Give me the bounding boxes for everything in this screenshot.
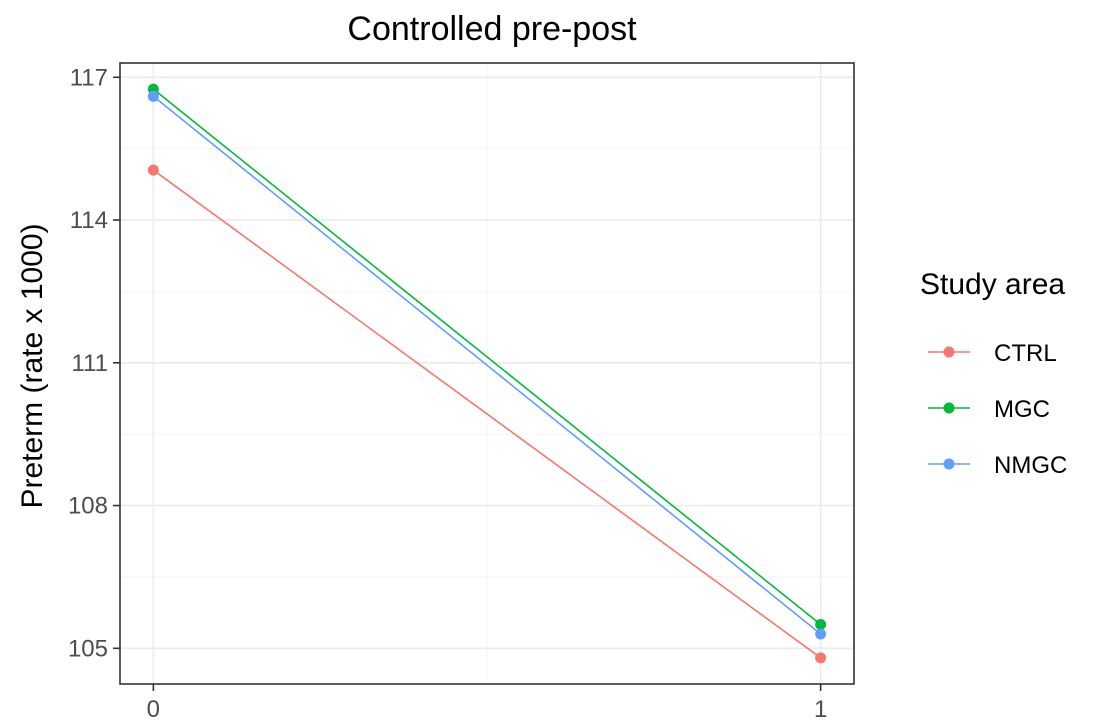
data-point-ctrl: [815, 652, 827, 664]
y-axis-label: Preterm (rate x 1000): [16, 223, 49, 508]
legend-title: Study area: [920, 268, 1065, 301]
data-point-nmgc: [815, 628, 827, 640]
series-line-nmgc: [152, 95, 822, 635]
y-tick-label: 111: [72, 350, 108, 377]
legend: Study area CTRL MGC NMGC: [920, 268, 1067, 479]
legend-key-point-mgc: [943, 402, 955, 414]
axes: 105 108 111 114 117 0 1: [68, 64, 827, 723]
legend-label-ctrl: CTRL: [994, 340, 1057, 367]
data-point-nmgc: [147, 90, 159, 102]
legend-label-nmgc: NMGC: [994, 452, 1067, 479]
series-line-mgc: [152, 88, 822, 626]
data-point-ctrl: [147, 164, 159, 176]
chart-title: Controlled pre-post: [347, 10, 637, 48]
y-tick-label: 105: [68, 635, 108, 662]
y-tick-label: 117: [70, 64, 108, 91]
legend-label-mgc: MGC: [994, 396, 1050, 423]
data-point-mgc: [815, 619, 827, 631]
x-tick-label: 0: [147, 696, 160, 723]
series-line-ctrl: [152, 169, 822, 659]
legend-key-point-nmgc: [943, 458, 955, 470]
series-lines: [147, 83, 827, 664]
y-tick-label: 108: [68, 493, 108, 520]
x-tick-label: 1: [814, 696, 827, 723]
legend-key-point-ctrl: [943, 346, 955, 358]
panel-border: [119, 62, 855, 685]
grid: [120, 63, 854, 684]
y-tick-label: 114: [70, 207, 108, 234]
